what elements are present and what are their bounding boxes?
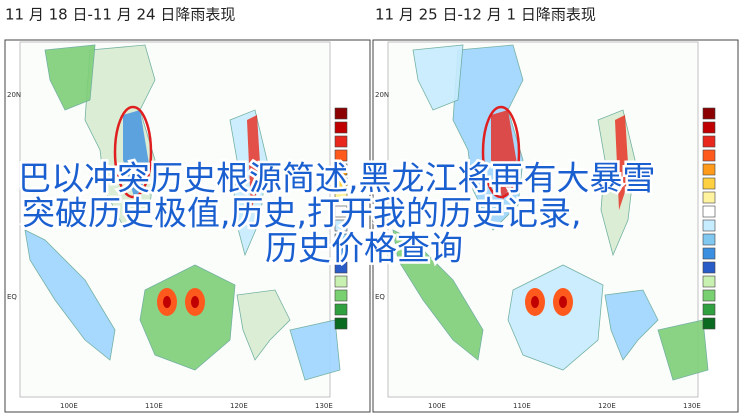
legend-box [334, 219, 348, 232]
land [236, 289, 291, 361]
legend-box [334, 121, 348, 134]
map-panel: 20N EQ 100E 110E 120E 130E [4, 39, 371, 413]
legend-box [702, 219, 716, 232]
legend-box [702, 135, 716, 148]
legend-box [702, 261, 716, 274]
legend-box [702, 149, 716, 162]
lat-label: EQ [375, 293, 385, 301]
legend-box [702, 205, 716, 218]
legend-box [334, 233, 348, 246]
lon-label: 130E [683, 402, 701, 410]
overlay: 巴以冲突历史根源简述,黑龙江将再有大暴雪 突破历史极值,历史,打开我的历史记录,… [16, 156, 659, 270]
legend-box [334, 317, 348, 330]
legend-box [334, 275, 348, 288]
legend-box [702, 233, 716, 246]
land [289, 319, 341, 381]
map-panel: 20N EQ 100E 110E 120E 130E [372, 39, 739, 413]
legend-box [702, 121, 716, 134]
legend-box [334, 261, 348, 274]
lon-label: 100E [428, 402, 446, 410]
legend-box [334, 177, 348, 190]
legend-box [334, 289, 348, 302]
legend-box [334, 135, 348, 148]
land [392, 229, 484, 361]
overlay-line: 巴以冲突历史根源简述,黑龙江将再有大暴雪 [18, 159, 656, 198]
legend-box [702, 163, 716, 176]
lat-label: EQ [7, 293, 17, 301]
legend-box [334, 149, 348, 162]
land [412, 44, 464, 111]
rain-blob [559, 296, 567, 308]
rain-band [123, 110, 150, 200]
lon-label: 110E [145, 402, 163, 410]
rain-blob [191, 296, 199, 308]
land [24, 229, 116, 361]
legend-box [702, 247, 716, 260]
lon-label: 100E [60, 402, 78, 410]
legend-box [334, 107, 348, 120]
lon-label: 120E [230, 402, 248, 410]
legend-box [334, 303, 348, 316]
lon-label: 130E [315, 402, 333, 410]
legend-box [702, 191, 716, 204]
highlight-circle [481, 105, 521, 199]
legend-box [702, 303, 716, 316]
lat-label: 20N [7, 91, 21, 99]
lon-label: 120E [598, 402, 616, 410]
panel-title: 11 月 18 日-11 月 24 日降雨表现 [5, 6, 235, 24]
legend-box [702, 275, 716, 288]
land [604, 289, 659, 361]
legend-box [702, 317, 716, 330]
panel-title: 11 月 25 日-12 月 1 日降雨表现 [375, 6, 596, 24]
rain-blob [531, 296, 539, 308]
highlight-circle [113, 105, 153, 199]
legend-box [334, 163, 348, 176]
lon-label: 110E [513, 402, 531, 410]
rain-band [491, 110, 518, 200]
overlay-line: 突破历史极值,历史,打开我的历史记录, [22, 194, 581, 233]
legend-box [702, 177, 716, 190]
rain-band [247, 115, 261, 210]
legend-box [334, 191, 348, 204]
land [44, 44, 96, 111]
legend-box [334, 247, 348, 260]
legend-box [702, 289, 716, 302]
lat-label: 20N [375, 91, 389, 99]
rain-blob [163, 296, 171, 308]
rain-band [615, 115, 629, 210]
overlay-line: 历史价格查询 [265, 229, 463, 268]
legend-box [702, 107, 716, 120]
legend-box [334, 205, 348, 218]
land [657, 319, 709, 381]
